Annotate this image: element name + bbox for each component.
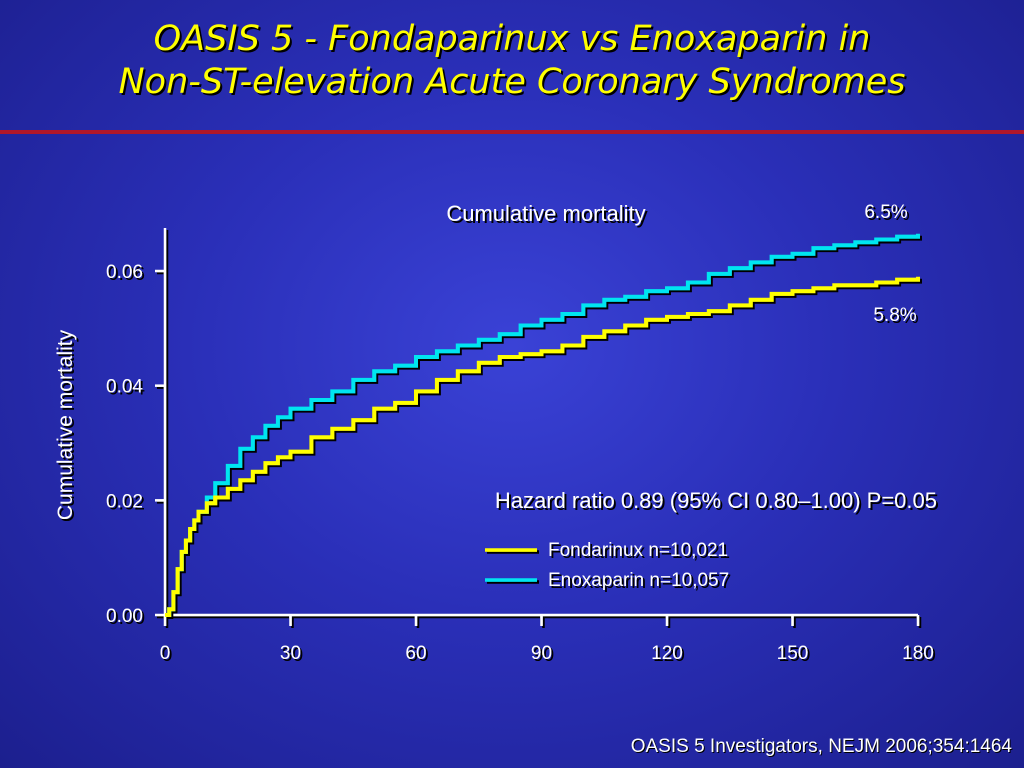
y-axis-label: Cumulative mortality — [54, 329, 77, 520]
y-tick-label: 0.06 — [106, 262, 143, 283]
x-tick-label: 180 — [902, 643, 934, 664]
title-divider — [0, 130, 1024, 134]
y-tick-label: 0.04 — [106, 377, 143, 398]
chart-title: Cumulative mortality — [446, 201, 645, 226]
x-tick-label: 90 — [531, 643, 552, 664]
citation: OASIS 5 Investigators, NEJM 2006;354:146… — [630, 736, 1012, 757]
slide-title-line-1: OASIS 5 - Fondaparinux vs Enoxaparin in — [153, 19, 871, 59]
x-tick-label: 120 — [651, 643, 683, 664]
hazard-ratio-annotation: Hazard ratio 0.89 (95% CI 0.80–1.00) P=0… — [495, 488, 937, 513]
legend-label: Enoxaparin n=10,057 — [548, 570, 729, 591]
slide-title-line-2: Non-ST-elevation Acute Coronary Syndrome… — [118, 62, 906, 102]
x-tick-label: 0 — [160, 643, 171, 664]
x-tick-label: 30 — [280, 643, 301, 664]
end-label-enoxaparin: 6.5% — [864, 202, 907, 223]
x-tick-label: 60 — [405, 643, 426, 664]
x-tick-label: 150 — [777, 643, 809, 664]
y-tick-label: 0.00 — [106, 606, 143, 627]
end-label-fondaparinux: 5.8% — [873, 305, 916, 326]
slide-title: OASIS 5 - Fondaparinux vs Enoxaparin in … — [0, 18, 1024, 104]
series-line-0 — [165, 276, 920, 617]
legend-label: Fondarinux n=10,021 — [548, 540, 728, 561]
y-tick-label: 0.02 — [106, 491, 143, 512]
